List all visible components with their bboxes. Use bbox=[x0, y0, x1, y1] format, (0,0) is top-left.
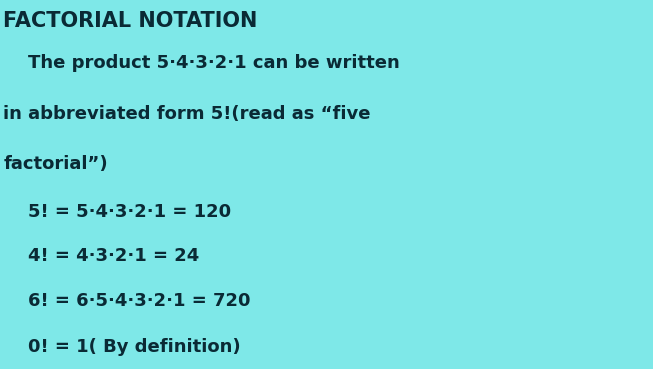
Text: in abbreviated form 5!(read as “five: in abbreviated form 5!(read as “five bbox=[3, 105, 371, 123]
Text: 6! = 6·5·4·3·2·1 = 720: 6! = 6·5·4·3·2·1 = 720 bbox=[3, 292, 251, 310]
Text: 0! = 1( By definition): 0! = 1( By definition) bbox=[3, 338, 241, 356]
Text: 4! = 4·3·2·1 = 24: 4! = 4·3·2·1 = 24 bbox=[3, 247, 200, 265]
Text: 5! = 5·4·3·2·1 = 120: 5! = 5·4·3·2·1 = 120 bbox=[3, 203, 231, 221]
Text: The product 5·4·3·2·1 can be written: The product 5·4·3·2·1 can be written bbox=[3, 54, 400, 72]
Text: factorial”): factorial”) bbox=[3, 155, 108, 173]
Text: FACTORIAL NOTATION: FACTORIAL NOTATION bbox=[3, 11, 258, 31]
